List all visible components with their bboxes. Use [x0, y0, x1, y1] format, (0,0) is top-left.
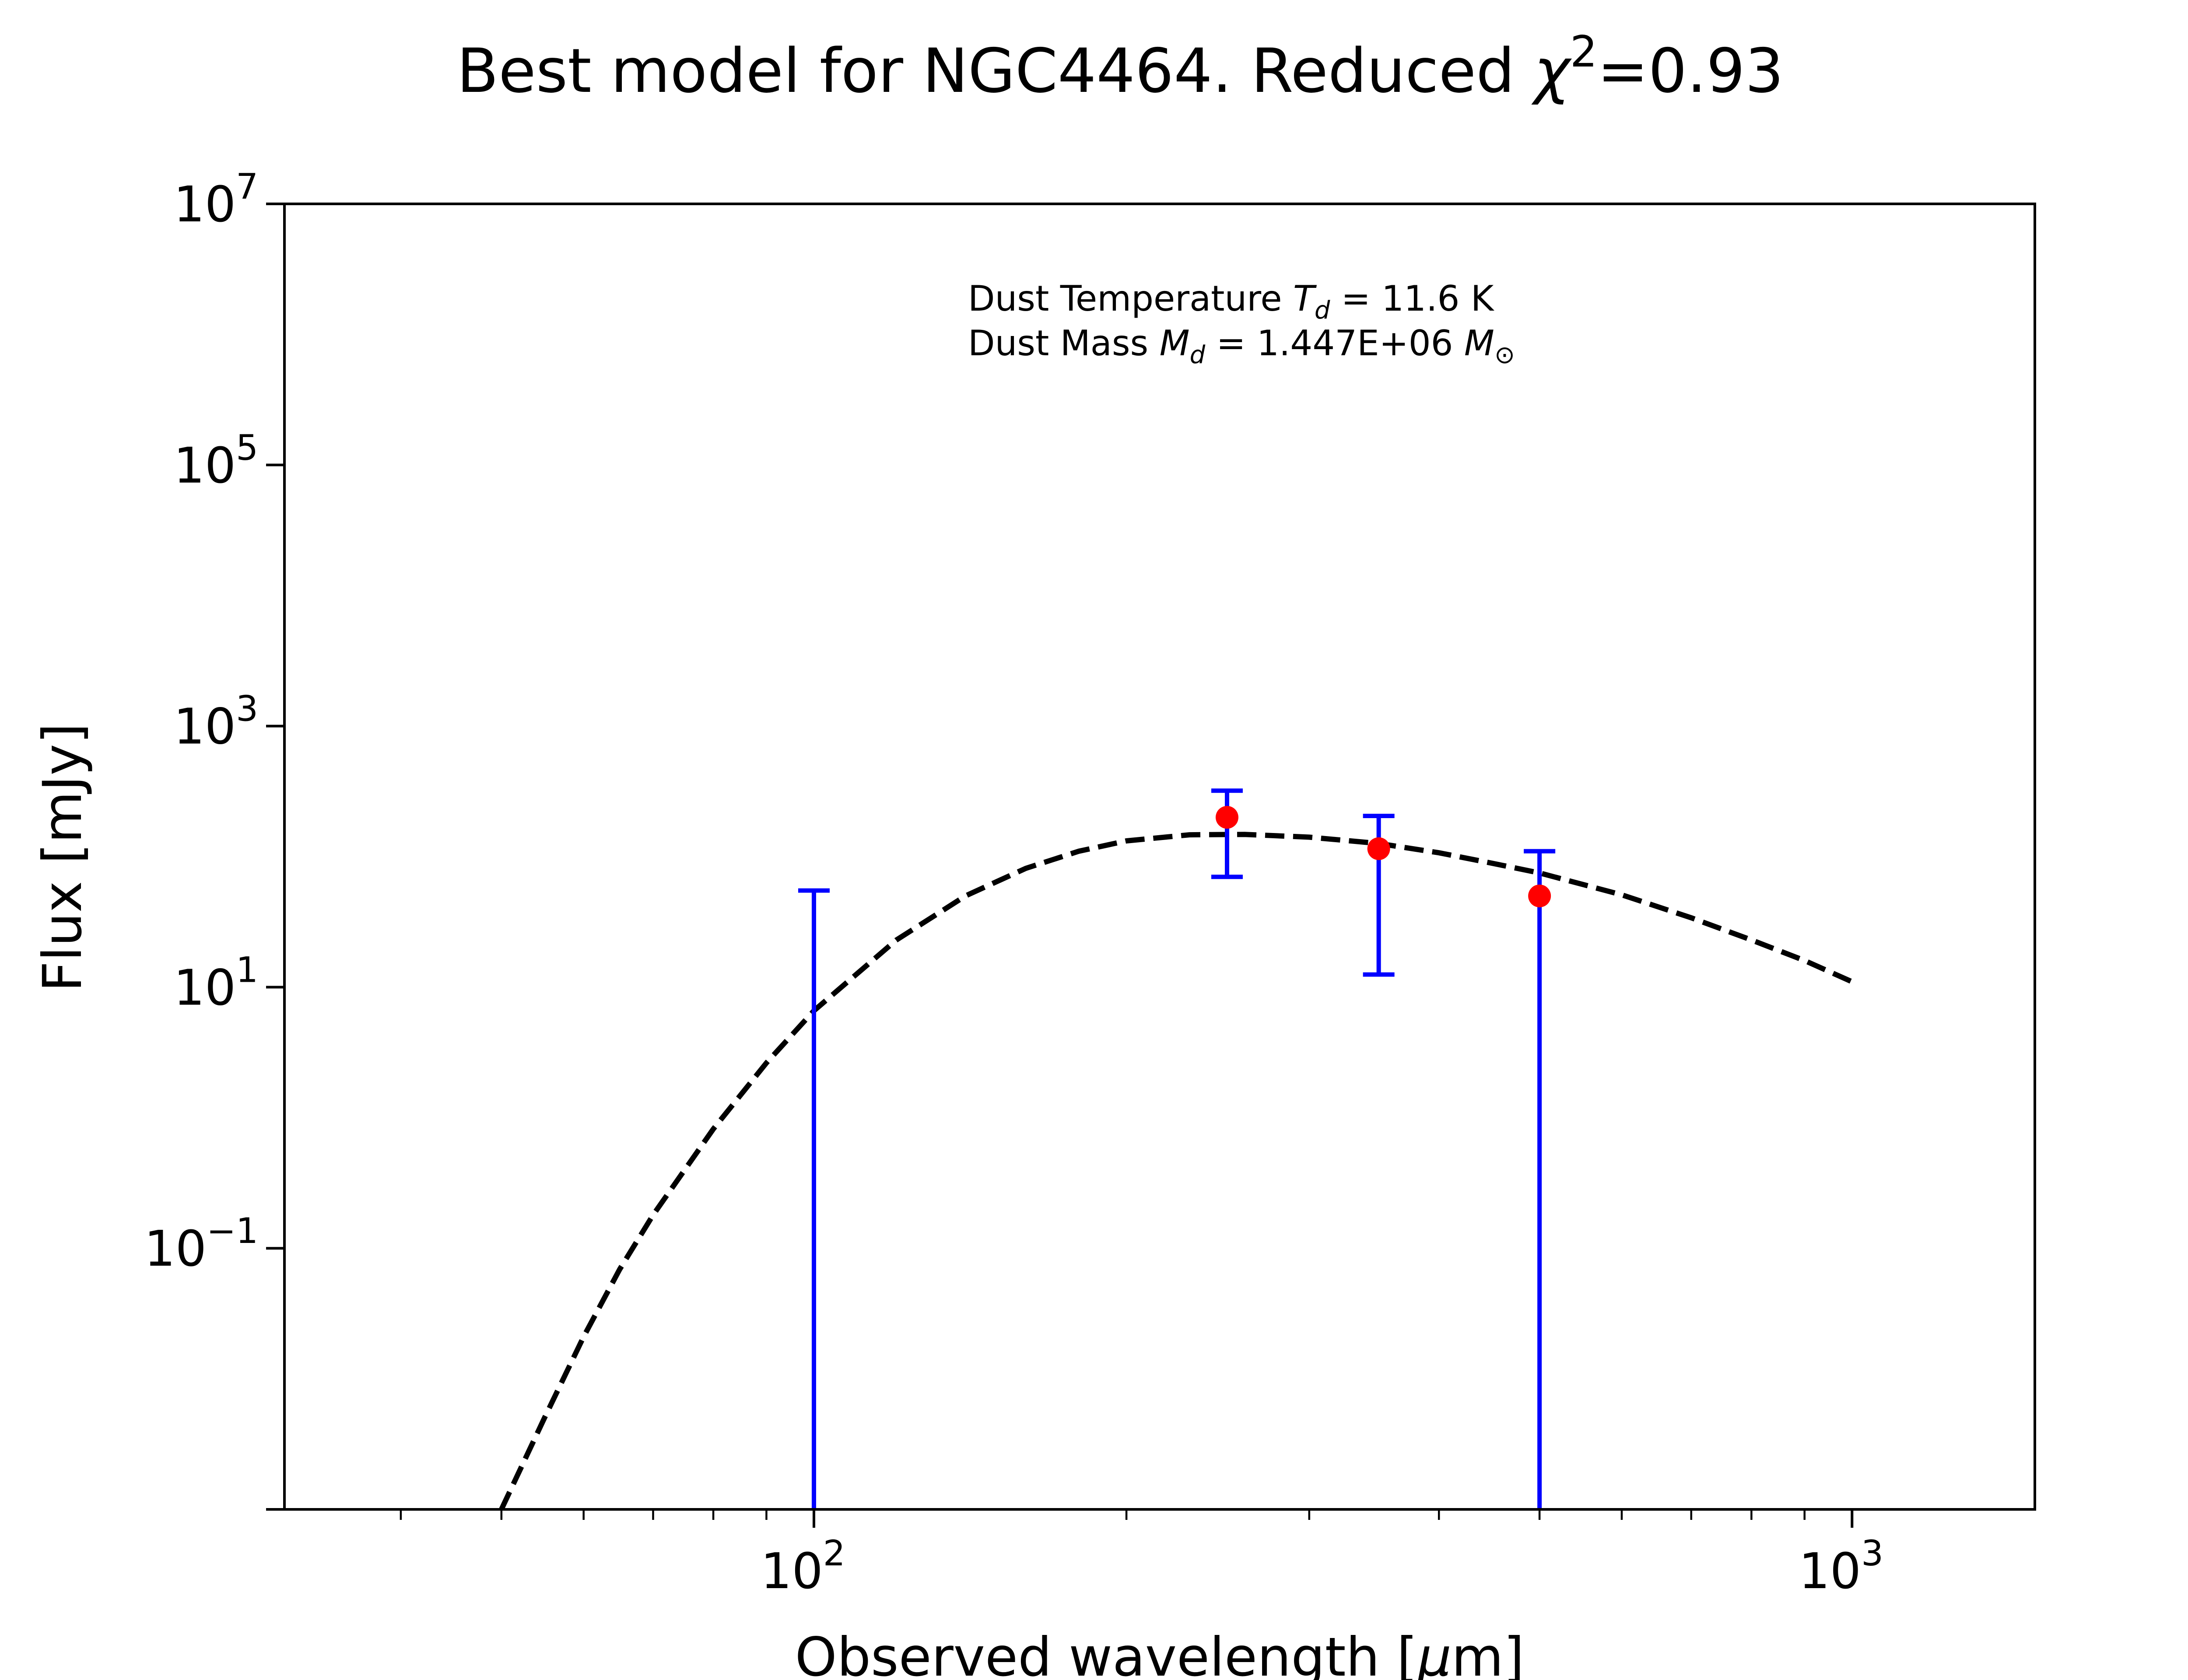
y-tick-label: 10−1 — [144, 1211, 258, 1278]
y-tick-label: 105 — [174, 427, 258, 494]
x-axis-label: Observed wavelength [μm] — [795, 1626, 1525, 1680]
data-point — [1367, 837, 1390, 860]
errorbar-layer — [798, 788, 1556, 1509]
plot-area — [499, 788, 1853, 1509]
chart-title: Best model for NGC4464. Reduced χ2=0.93 — [457, 27, 1784, 106]
model-curve-layer — [499, 832, 1853, 1509]
axes-frame — [283, 203, 2036, 1511]
marker-layer — [1215, 806, 1551, 907]
data-point — [1215, 806, 1238, 829]
y-tick-label: 101 — [174, 949, 258, 1016]
y-axis-ticks: 10−1 101 103 105 107 — [144, 166, 284, 1511]
dust-mass-annotation: Dust Mass Md = 1.447E+06 M⊙ — [968, 323, 1515, 369]
data-point — [1528, 884, 1551, 907]
y-tick-label: 103 — [174, 689, 258, 756]
y-axis-label: Flux [mJy] — [32, 723, 94, 992]
x-axis-ticks: 102 103 — [400, 1509, 1883, 1600]
x-tick-label: 102 — [761, 1533, 845, 1600]
model-curve — [499, 832, 1853, 1509]
dust-temperature-annotation: Dust Temperature Td = 11.6 K — [968, 278, 1495, 325]
x-tick-label: 103 — [1799, 1533, 1883, 1600]
y-tick-label: 107 — [174, 166, 258, 233]
